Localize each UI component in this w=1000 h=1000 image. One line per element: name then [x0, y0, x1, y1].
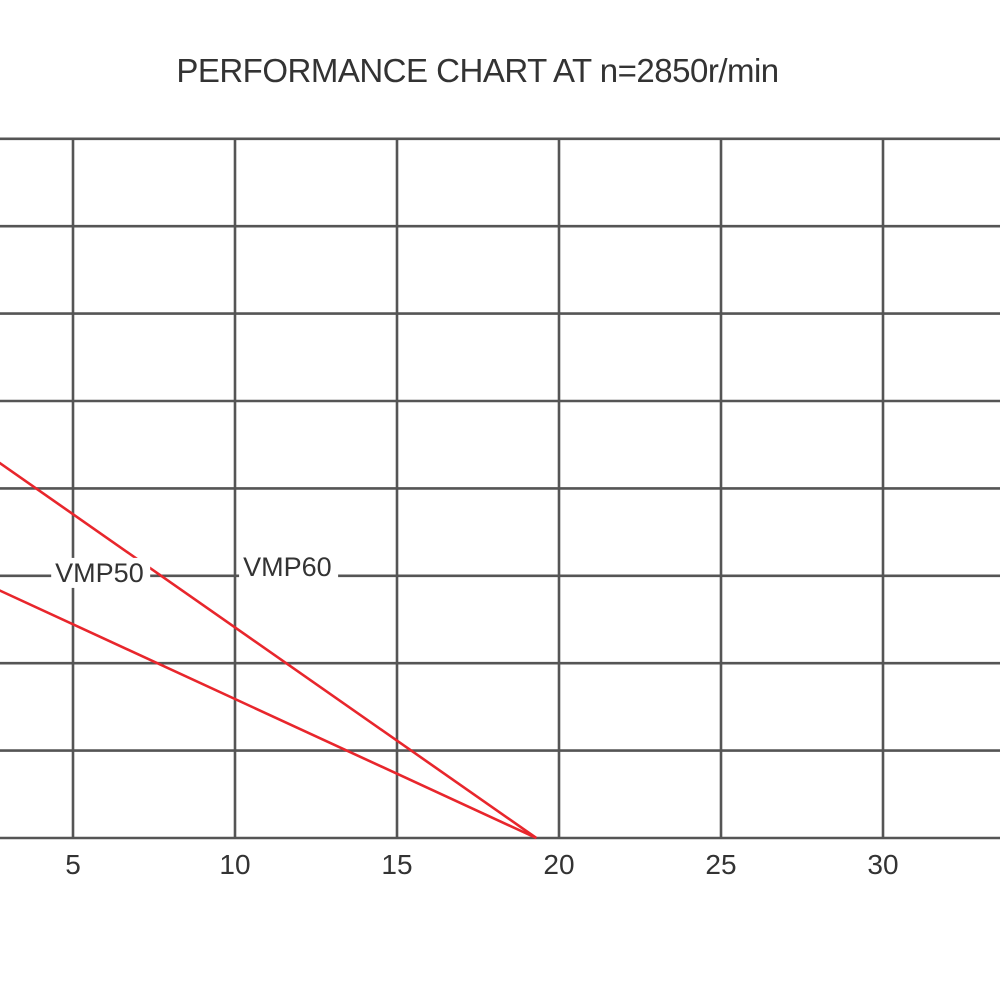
- x-tick-label-10: 10: [219, 849, 250, 880]
- series-label-bg-vmp50: [51, 557, 151, 588]
- x-tick-label-25: 25: [705, 849, 736, 880]
- series-label-vmp60: VMP60: [243, 552, 332, 582]
- grid: [0, 137, 1000, 840]
- x-tick-label-15: 15: [381, 849, 412, 880]
- series-labels: VMP60 VMP50: [51, 551, 339, 588]
- x-tick-label-30: 30: [867, 849, 898, 880]
- chart-title: PERFORMANCE CHART AT n=2850r/min: [176, 52, 779, 89]
- x-tick-labels: 5 10 15 20 25 30: [65, 849, 898, 880]
- series-label-bg-vmp60: [239, 551, 339, 582]
- series-line-vmp60: [0, 461, 538, 840]
- series-lines: [0, 461, 538, 840]
- x-tick-label-20: 20: [543, 849, 574, 880]
- series-line-vmp50: [0, 589, 537, 840]
- x-tick-label-5: 5: [65, 849, 81, 880]
- series-label-vmp50: VMP50: [55, 558, 144, 588]
